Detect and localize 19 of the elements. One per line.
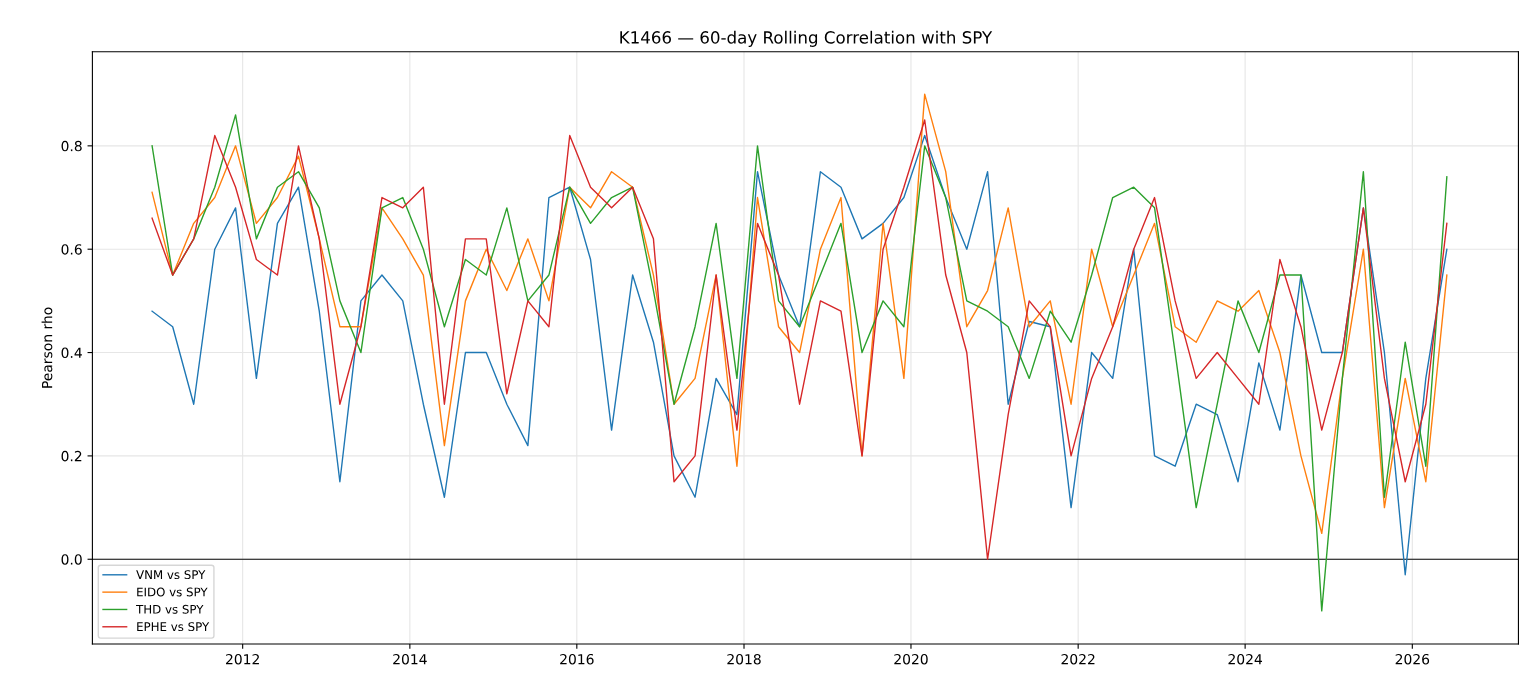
legend-label: EPHE vs SPY bbox=[137, 622, 210, 632]
chart-title: K1466 — 60-day Rolling Correlation with SPY bbox=[620, 30, 993, 47]
x-tick-label: 2014 bbox=[393, 653, 427, 665]
y-tick-label: 0.6 bbox=[61, 244, 82, 255]
y-tick-label: 0.8 bbox=[61, 140, 82, 152]
x-tick-label: 2018 bbox=[727, 653, 761, 665]
y-tick-label: 0.0 bbox=[61, 554, 82, 565]
y-axis-title: Pearson rho bbox=[41, 307, 53, 388]
legend-label: THD vs SPY bbox=[136, 604, 204, 614]
x-tick-label: 2020 bbox=[894, 653, 928, 665]
x-tick-label: 2012 bbox=[226, 653, 259, 665]
y-tick-label: 0.2 bbox=[61, 450, 82, 462]
x-tick-label: 2022 bbox=[1061, 653, 1095, 665]
legend-label: EIDO vs SPY bbox=[137, 587, 208, 597]
y-tick-label: 0.4 bbox=[61, 347, 82, 359]
x-tick-label: 2026 bbox=[1395, 653, 1430, 665]
x-tick-label: 2016 bbox=[560, 653, 594, 665]
legend-label: VNM vs SPY bbox=[136, 570, 206, 580]
x-tick-label: 2024 bbox=[1228, 653, 1263, 665]
